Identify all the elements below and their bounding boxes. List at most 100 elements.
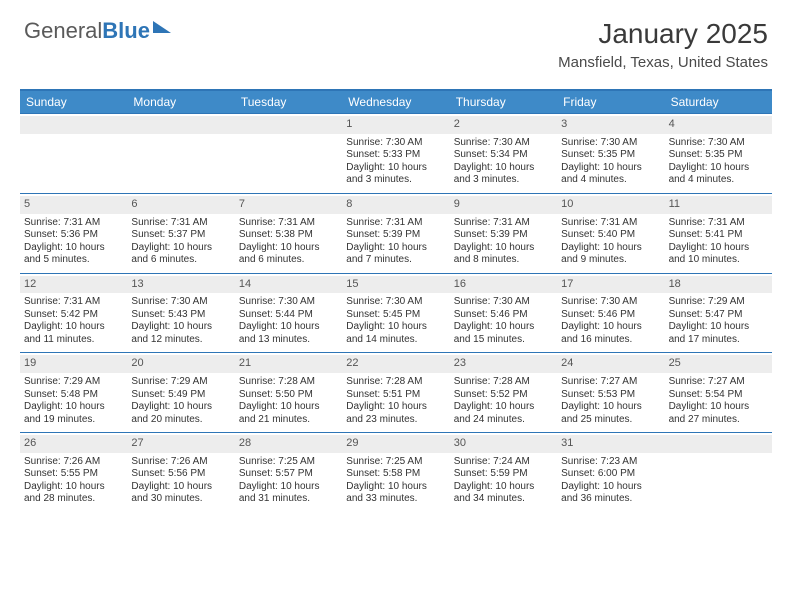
day-cell: 16Sunrise: 7:30 AMSunset: 5:46 PMDayligh… bbox=[450, 274, 557, 353]
sunset-line: Sunset: 5:44 PM bbox=[239, 309, 338, 322]
day-cell: 31Sunrise: 7:23 AMSunset: 6:00 PMDayligh… bbox=[557, 433, 664, 512]
sunrise-line: Sunrise: 7:31 AM bbox=[669, 217, 768, 230]
daylight-line: Daylight: 10 hours and 6 minutes. bbox=[239, 242, 338, 267]
day-number: 23 bbox=[450, 355, 557, 373]
header: GeneralBlue January 2025 Mansfield, Texa… bbox=[0, 0, 792, 79]
daylight-line: Daylight: 10 hours and 21 minutes. bbox=[239, 401, 338, 426]
sunset-line: Sunset: 5:46 PM bbox=[454, 309, 553, 322]
day-cell: 4Sunrise: 7:30 AMSunset: 5:35 PMDaylight… bbox=[665, 114, 772, 193]
day-cell: 20Sunrise: 7:29 AMSunset: 5:49 PMDayligh… bbox=[127, 353, 234, 432]
sunrise-line: Sunrise: 7:30 AM bbox=[669, 137, 768, 150]
day-cell: 30Sunrise: 7:24 AMSunset: 5:59 PMDayligh… bbox=[450, 433, 557, 512]
day-cell: 5Sunrise: 7:31 AMSunset: 5:36 PMDaylight… bbox=[20, 194, 127, 273]
day-number: 24 bbox=[557, 355, 664, 373]
week-row: 12Sunrise: 7:31 AMSunset: 5:42 PMDayligh… bbox=[20, 273, 772, 353]
sunset-line: Sunset: 5:59 PM bbox=[454, 468, 553, 481]
daylight-line: Daylight: 10 hours and 33 minutes. bbox=[346, 481, 445, 506]
day-number: 22 bbox=[342, 355, 449, 373]
day-number: 19 bbox=[20, 355, 127, 373]
daylight-line: Daylight: 10 hours and 5 minutes. bbox=[24, 242, 123, 267]
day-cell: 2Sunrise: 7:30 AMSunset: 5:34 PMDaylight… bbox=[450, 114, 557, 193]
sunrise-line: Sunrise: 7:30 AM bbox=[454, 296, 553, 309]
day-cell: 26Sunrise: 7:26 AMSunset: 5:55 PMDayligh… bbox=[20, 433, 127, 512]
sunset-line: Sunset: 5:42 PM bbox=[24, 309, 123, 322]
sunset-line: Sunset: 5:54 PM bbox=[669, 389, 768, 402]
title-block: January 2025 Mansfield, Texas, United St… bbox=[558, 18, 768, 71]
day-number: 5 bbox=[20, 196, 127, 214]
day-number: 2 bbox=[450, 116, 557, 134]
day-cell: 21Sunrise: 7:28 AMSunset: 5:50 PMDayligh… bbox=[235, 353, 342, 432]
day-cell: 1Sunrise: 7:30 AMSunset: 5:33 PMDaylight… bbox=[342, 114, 449, 193]
daylight-line: Daylight: 10 hours and 9 minutes. bbox=[561, 242, 660, 267]
day-number: 28 bbox=[235, 435, 342, 453]
sunrise-line: Sunrise: 7:30 AM bbox=[346, 296, 445, 309]
daylight-line: Daylight: 10 hours and 11 minutes. bbox=[24, 321, 123, 346]
day-number: 8 bbox=[342, 196, 449, 214]
sunset-line: Sunset: 5:33 PM bbox=[346, 149, 445, 162]
day-number: 15 bbox=[342, 276, 449, 294]
sunset-line: Sunset: 5:41 PM bbox=[669, 229, 768, 242]
sunset-line: Sunset: 5:53 PM bbox=[561, 389, 660, 402]
day-cell: 19Sunrise: 7:29 AMSunset: 5:48 PMDayligh… bbox=[20, 353, 127, 432]
sunset-line: Sunset: 5:50 PM bbox=[239, 389, 338, 402]
day-number: 12 bbox=[20, 276, 127, 294]
week-row: 1Sunrise: 7:30 AMSunset: 5:33 PMDaylight… bbox=[20, 113, 772, 193]
daylight-line: Daylight: 10 hours and 16 minutes. bbox=[561, 321, 660, 346]
daylight-line: Daylight: 10 hours and 17 minutes. bbox=[669, 321, 768, 346]
day-cell: 10Sunrise: 7:31 AMSunset: 5:40 PMDayligh… bbox=[557, 194, 664, 273]
day-cell: 6Sunrise: 7:31 AMSunset: 5:37 PMDaylight… bbox=[127, 194, 234, 273]
sunset-line: Sunset: 5:35 PM bbox=[669, 149, 768, 162]
daylight-line: Daylight: 10 hours and 3 minutes. bbox=[346, 162, 445, 187]
daylight-line: Daylight: 10 hours and 27 minutes. bbox=[669, 401, 768, 426]
day-cell: 3Sunrise: 7:30 AMSunset: 5:35 PMDaylight… bbox=[557, 114, 664, 193]
sunrise-line: Sunrise: 7:30 AM bbox=[131, 296, 230, 309]
daylight-line: Daylight: 10 hours and 13 minutes. bbox=[239, 321, 338, 346]
daylight-line: Daylight: 10 hours and 3 minutes. bbox=[454, 162, 553, 187]
day-number: 14 bbox=[235, 276, 342, 294]
day-cell bbox=[127, 114, 234, 193]
sunset-line: Sunset: 5:34 PM bbox=[454, 149, 553, 162]
daylight-line: Daylight: 10 hours and 4 minutes. bbox=[561, 162, 660, 187]
daylight-line: Daylight: 10 hours and 15 minutes. bbox=[454, 321, 553, 346]
daylight-line: Daylight: 10 hours and 23 minutes. bbox=[346, 401, 445, 426]
daylight-line: Daylight: 10 hours and 12 minutes. bbox=[131, 321, 230, 346]
sunset-line: Sunset: 5:43 PM bbox=[131, 309, 230, 322]
day-number: 10 bbox=[557, 196, 664, 214]
day-cell bbox=[665, 433, 772, 512]
day-cell bbox=[20, 114, 127, 193]
day-number: 13 bbox=[127, 276, 234, 294]
sunset-line: Sunset: 5:40 PM bbox=[561, 229, 660, 242]
sunrise-line: Sunrise: 7:31 AM bbox=[24, 217, 123, 230]
day-header-cell: Wednesday bbox=[342, 91, 449, 113]
day-header-cell: Thursday bbox=[450, 91, 557, 113]
sunrise-line: Sunrise: 7:30 AM bbox=[239, 296, 338, 309]
day-number: 25 bbox=[665, 355, 772, 373]
daylight-line: Daylight: 10 hours and 28 minutes. bbox=[24, 481, 123, 506]
sunset-line: Sunset: 5:46 PM bbox=[561, 309, 660, 322]
sunrise-line: Sunrise: 7:31 AM bbox=[454, 217, 553, 230]
day-cell: 8Sunrise: 7:31 AMSunset: 5:39 PMDaylight… bbox=[342, 194, 449, 273]
day-number: 26 bbox=[20, 435, 127, 453]
month-title: January 2025 bbox=[558, 18, 768, 50]
sunset-line: Sunset: 6:00 PM bbox=[561, 468, 660, 481]
week-row: 26Sunrise: 7:26 AMSunset: 5:55 PMDayligh… bbox=[20, 432, 772, 512]
day-cell: 12Sunrise: 7:31 AMSunset: 5:42 PMDayligh… bbox=[20, 274, 127, 353]
sunrise-line: Sunrise: 7:30 AM bbox=[561, 137, 660, 150]
sunset-line: Sunset: 5:57 PM bbox=[239, 468, 338, 481]
sunset-line: Sunset: 5:35 PM bbox=[561, 149, 660, 162]
day-number: 27 bbox=[127, 435, 234, 453]
day-cell: 22Sunrise: 7:28 AMSunset: 5:51 PMDayligh… bbox=[342, 353, 449, 432]
sunset-line: Sunset: 5:55 PM bbox=[24, 468, 123, 481]
logo: GeneralBlue bbox=[24, 18, 171, 44]
day-number-empty bbox=[127, 116, 234, 134]
day-cell: 23Sunrise: 7:28 AMSunset: 5:52 PMDayligh… bbox=[450, 353, 557, 432]
day-cell bbox=[235, 114, 342, 193]
daylight-line: Daylight: 10 hours and 19 minutes. bbox=[24, 401, 123, 426]
sunrise-line: Sunrise: 7:29 AM bbox=[131, 376, 230, 389]
daylight-line: Daylight: 10 hours and 31 minutes. bbox=[239, 481, 338, 506]
day-number: 11 bbox=[665, 196, 772, 214]
day-number: 6 bbox=[127, 196, 234, 214]
sunrise-line: Sunrise: 7:29 AM bbox=[24, 376, 123, 389]
sunset-line: Sunset: 5:39 PM bbox=[346, 229, 445, 242]
logo-triangle-icon bbox=[153, 21, 171, 33]
